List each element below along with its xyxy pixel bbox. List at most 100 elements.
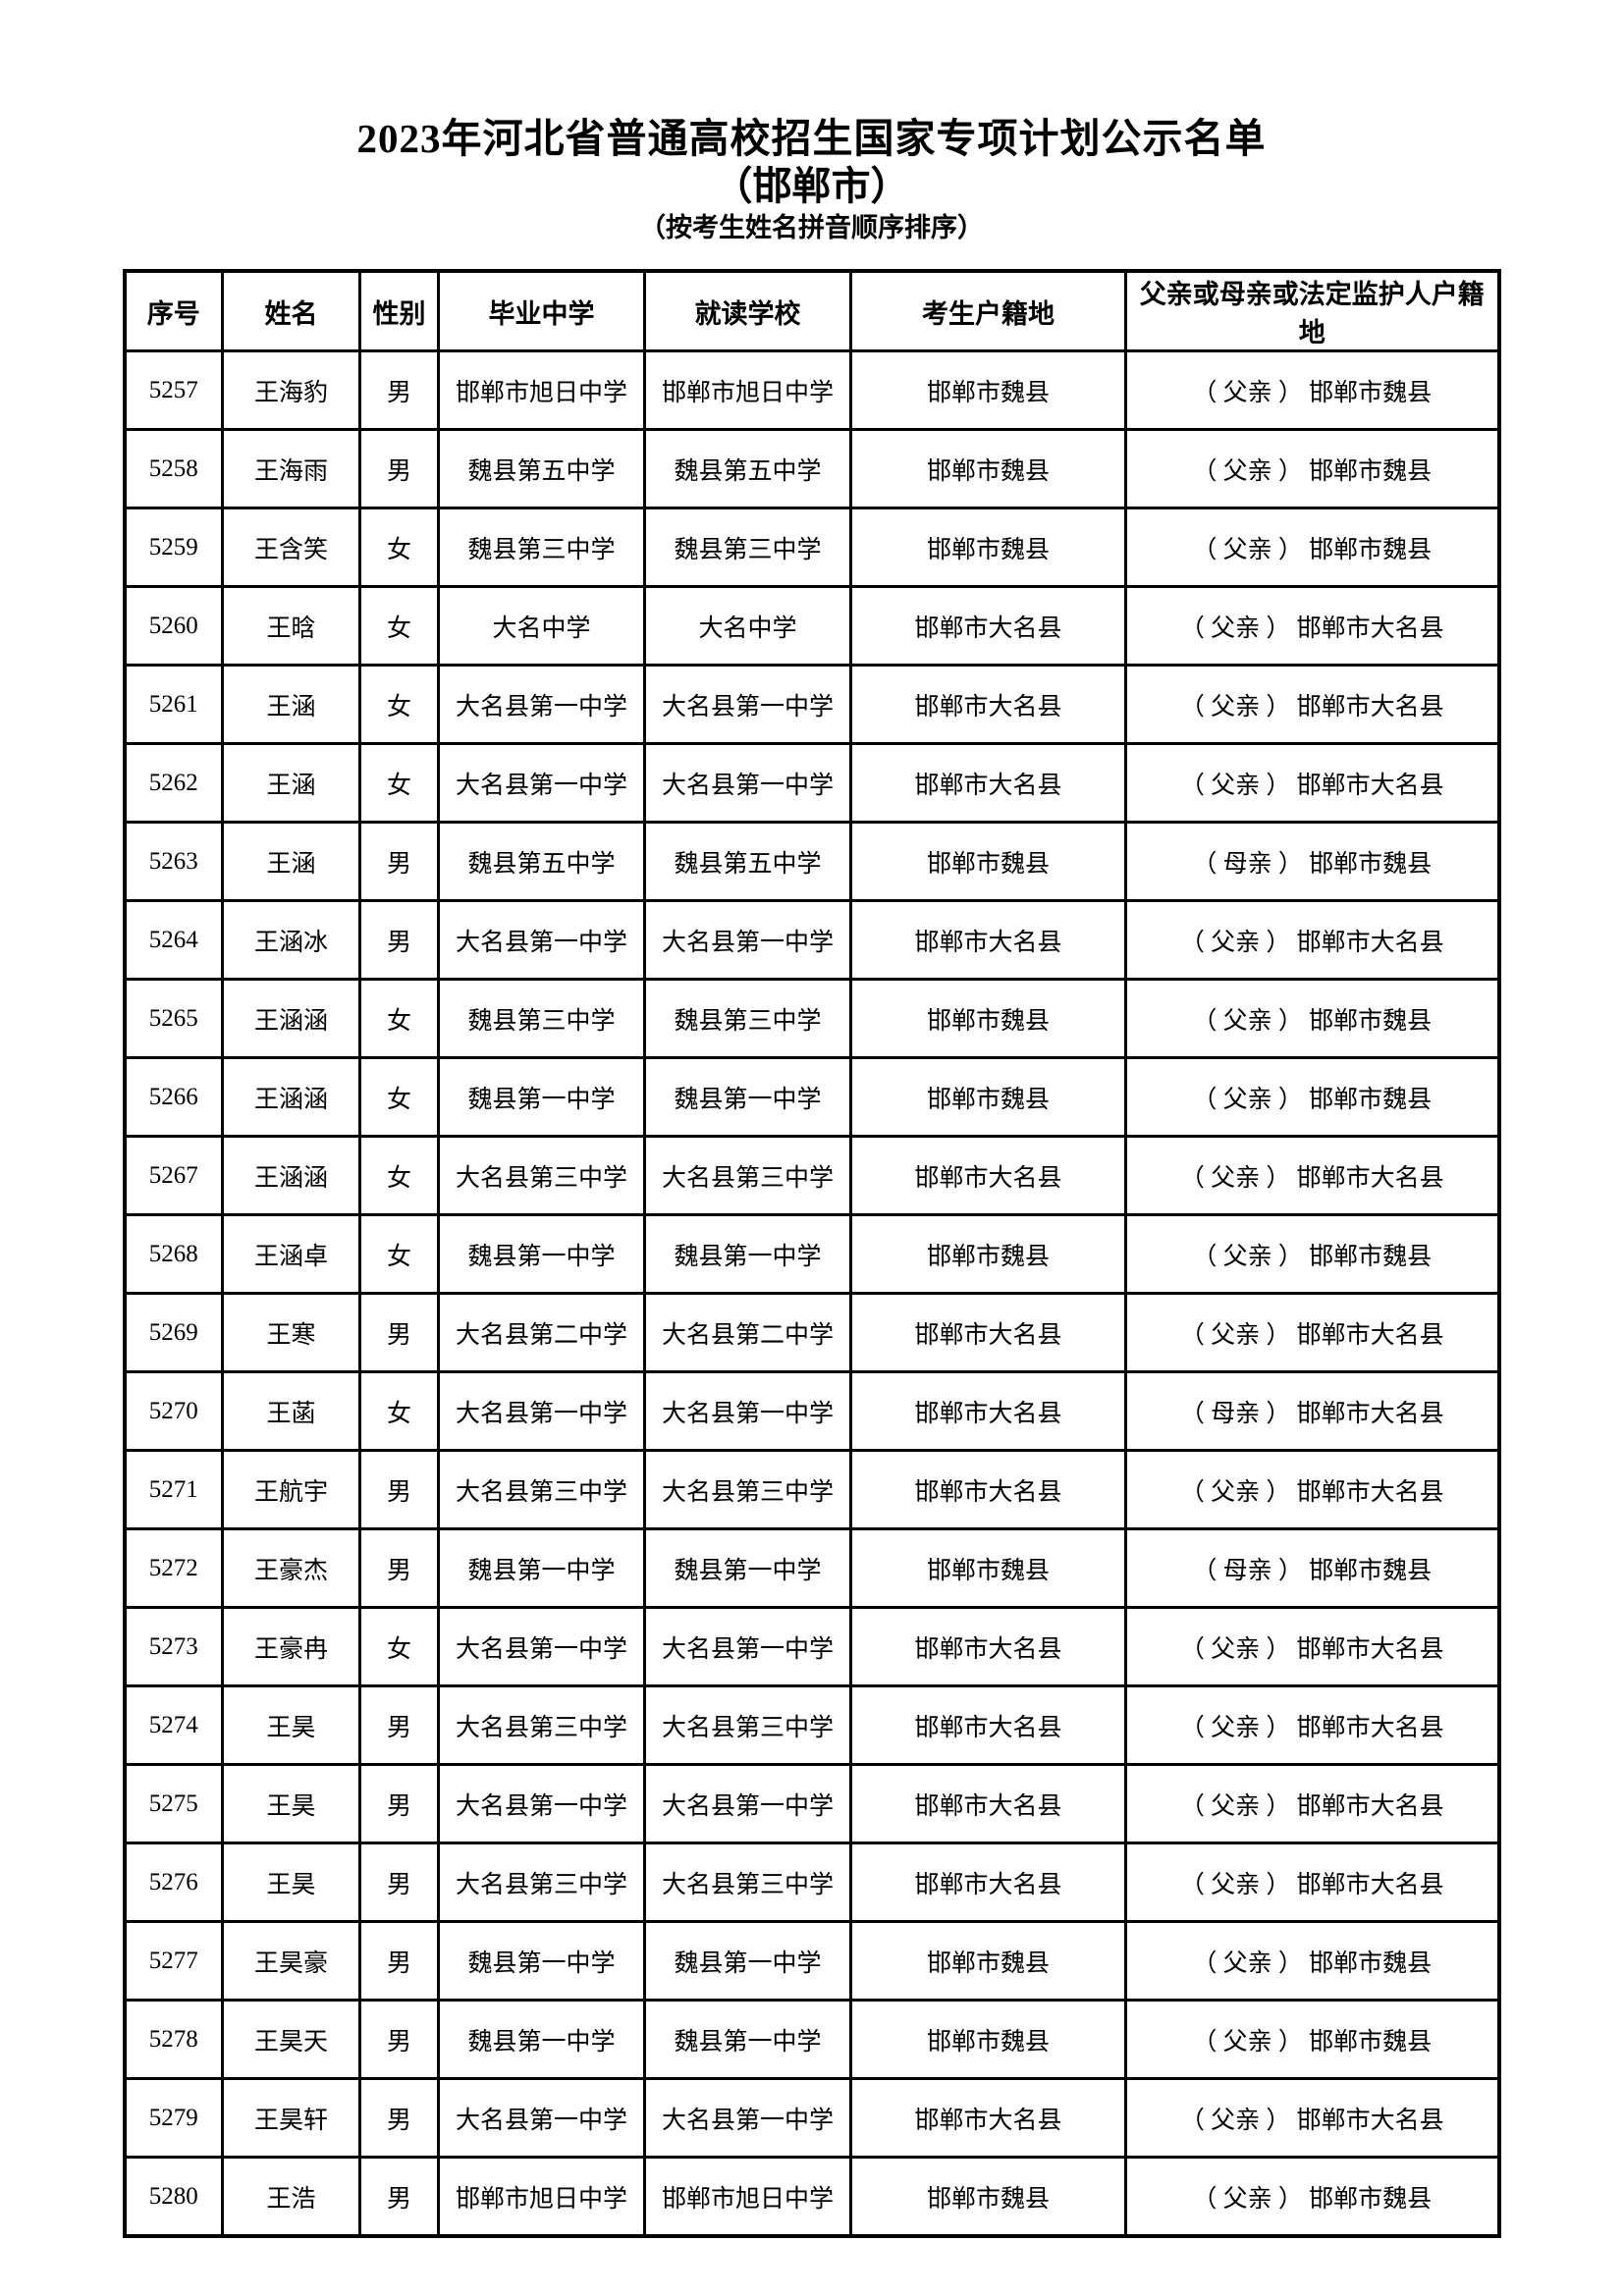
cell-seq: 5261 <box>123 664 224 746</box>
cell-guardian-residence: （ 父亲 ） 邯郸市魏县 <box>1124 1920 1500 2002</box>
cell-seq: 5276 <box>123 1842 224 1924</box>
cell-guardian-residence: （ 父亲 ） 邯郸市大名县 <box>1124 742 1500 825</box>
cell-candidate-residence: 邯郸市大名县 <box>849 664 1127 746</box>
cell-graduate-school: 大名县第一中学 <box>437 1370 646 1453</box>
cell-seq: 5268 <box>123 1213 224 1296</box>
cell-gender: 女 <box>358 1213 440 1296</box>
cell-guardian-residence: （ 父亲 ） 邯郸市大名县 <box>1124 1842 1500 1924</box>
cell-name: 王涵冰 <box>221 899 361 982</box>
cell-graduate-school: 魏县第五中学 <box>437 428 646 510</box>
title-block: 2023年河北省普通高校招生国家专项计划公示名单 （邯郸市） （按考生姓名拼音顺… <box>0 0 1623 243</box>
cell-seq: 5272 <box>123 1527 224 1610</box>
cell-seq: 5277 <box>123 1920 224 2002</box>
cell-graduate-school: 大名中学 <box>437 585 646 667</box>
cell-candidate-residence: 邯郸市大名县 <box>849 1370 1127 1453</box>
cell-name: 王涵 <box>221 821 361 903</box>
cell-candidate-residence: 邯郸市大名县 <box>849 742 1127 825</box>
cell-seq: 5274 <box>123 1684 224 1767</box>
cell-candidate-residence: 邯郸市魏县 <box>849 2156 1127 2238</box>
cell-attend-school: 魏县第一中学 <box>643 1527 852 1610</box>
cell-graduate-school: 大名县第三中学 <box>437 1684 646 1767</box>
cell-seq: 5267 <box>123 1135 224 1217</box>
cell-attend-school: 邯郸市旭日中学 <box>643 2156 852 2238</box>
cell-name: 王涵涵 <box>221 1056 361 1139</box>
cell-candidate-residence: 邯郸市大名县 <box>849 1135 1127 1217</box>
cell-candidate-residence: 邯郸市魏县 <box>849 1999 1127 2081</box>
cell-attend-school: 邯郸市旭日中学 <box>643 349 852 432</box>
cell-graduate-school: 魏县第一中学 <box>437 1527 646 1610</box>
cell-guardian-residence: （ 父亲 ） 邯郸市魏县 <box>1124 2156 1500 2238</box>
cell-name: 王涵卓 <box>221 1213 361 1296</box>
cell-guardian-residence: （ 父亲 ） 邯郸市大名县 <box>1124 1449 1500 1531</box>
cell-name: 王昊天 <box>221 1999 361 2081</box>
cell-name: 王昊豪 <box>221 1920 361 2002</box>
cell-seq: 5259 <box>123 507 224 589</box>
table-row: 5259 王含笑 女 魏县第三中学 魏县第三中学 邯郸市魏县 （ 父亲 ） 邯郸… <box>123 507 1500 589</box>
cell-name: 王海雨 <box>221 428 361 510</box>
table-header-row: 序号 姓名 性别 毕业中学 就读学校 考生户籍地 父亲或母亲或法定监护人户籍地 <box>123 269 1500 353</box>
table-row: 5262 王涵 女 大名县第一中学 大名县第一中学 邯郸市大名县 （ 父亲 ） … <box>123 742 1500 825</box>
cell-seq: 5260 <box>123 585 224 667</box>
table-row: 5264 王涵冰 男 大名县第一中学 大名县第一中学 邯郸市大名县 （ 父亲 ）… <box>123 899 1500 982</box>
cell-graduate-school: 大名县第一中学 <box>437 742 646 825</box>
table-row: 5263 王涵 男 魏县第五中学 魏县第五中学 邯郸市魏县 （ 母亲 ） 邯郸市… <box>123 821 1500 903</box>
table-body: 5257 王海豹 男 邯郸市旭日中学 邯郸市旭日中学 邯郸市魏县 （ 父亲 ） … <box>123 349 1500 2238</box>
cell-seq: 5269 <box>123 1292 224 1374</box>
cell-guardian-residence: （ 父亲 ） 邯郸市大名县 <box>1124 1684 1500 1767</box>
cell-attend-school: 大名县第一中学 <box>643 1763 852 1845</box>
cell-candidate-residence: 邯郸市大名县 <box>849 1292 1127 1374</box>
cell-guardian-residence: （ 父亲 ） 邯郸市魏县 <box>1124 1999 1500 2081</box>
cell-attend-school: 大名县第一中学 <box>643 1606 852 1688</box>
col-header-name: 姓名 <box>221 269 361 353</box>
cell-guardian-residence: （ 母亲 ） 邯郸市魏县 <box>1124 821 1500 903</box>
cell-name: 王寒 <box>221 1292 361 1374</box>
cell-gender: 男 <box>358 2156 440 2238</box>
cell-gender: 男 <box>358 821 440 903</box>
cell-name: 王菡 <box>221 1370 361 1453</box>
cell-graduate-school: 大名县第三中学 <box>437 1842 646 1924</box>
cell-graduate-school: 魏县第一中学 <box>437 1999 646 2081</box>
cell-candidate-residence: 邯郸市魏县 <box>849 1920 1127 2002</box>
cell-guardian-residence: （ 父亲 ） 邯郸市魏县 <box>1124 428 1500 510</box>
cell-attend-school: 大名县第三中学 <box>643 1449 852 1531</box>
cell-attend-school: 魏县第三中学 <box>643 507 852 589</box>
cell-name: 王豪冉 <box>221 1606 361 1688</box>
cell-name: 王晗 <box>221 585 361 667</box>
sort-order-note: （按考生姓名拼音顺序排序） <box>639 213 984 243</box>
cell-graduate-school: 大名县第一中学 <box>437 1606 646 1688</box>
cell-candidate-residence: 邯郸市魏县 <box>849 1527 1127 1610</box>
table-row: 5271 王航宇 男 大名县第三中学 大名县第三中学 邯郸市大名县 （ 父亲 ）… <box>123 1449 1500 1531</box>
cell-attend-school: 魏县第一中学 <box>643 1056 852 1139</box>
cell-name: 王昊 <box>221 1842 361 1924</box>
cell-graduate-school: 大名县第一中学 <box>437 664 646 746</box>
cell-candidate-residence: 邯郸市魏县 <box>849 349 1127 432</box>
cell-guardian-residence: （ 父亲 ） 邯郸市大名县 <box>1124 585 1500 667</box>
cell-guardian-residence: （ 父亲 ） 邯郸市大名县 <box>1124 1135 1500 1217</box>
table-row: 5269 王寒 男 大名县第二中学 大名县第二中学 邯郸市大名县 （ 父亲 ） … <box>123 1292 1500 1374</box>
table-row: 5272 王豪杰 男 魏县第一中学 魏县第一中学 邯郸市魏县 （ 母亲 ） 邯郸… <box>123 1527 1500 1610</box>
cell-gender: 男 <box>358 1292 440 1374</box>
cell-gender: 男 <box>358 1842 440 1924</box>
cell-guardian-residence: （ 母亲 ） 邯郸市魏县 <box>1124 1527 1500 1610</box>
col-header-seq: 序号 <box>123 269 224 353</box>
cell-seq: 5265 <box>123 978 224 1060</box>
roster-table: 序号 姓名 性别 毕业中学 就读学校 考生户籍地 父亲或母亲或法定监护人户籍地 … <box>122 269 1501 2239</box>
cell-attend-school: 大名县第二中学 <box>643 1292 852 1374</box>
table-row: 5280 王浩 男 邯郸市旭日中学 邯郸市旭日中学 邯郸市魏县 （ 父亲 ） 邯… <box>123 2156 1500 2238</box>
cell-guardian-residence: （ 父亲 ） 邯郸市大名县 <box>1124 1763 1500 1845</box>
cell-attend-school: 大名县第一中学 <box>643 664 852 746</box>
cell-candidate-residence: 邯郸市大名县 <box>849 899 1127 982</box>
cell-seq: 5258 <box>123 428 224 510</box>
cell-seq: 5270 <box>123 1370 224 1453</box>
cell-attend-school: 魏县第三中学 <box>643 978 852 1060</box>
cell-gender: 男 <box>358 1527 440 1610</box>
col-header-guardian-residence: 父亲或母亲或法定监护人户籍地 <box>1124 269 1500 353</box>
cell-guardian-residence: （ 父亲 ） 邯郸市魏县 <box>1124 978 1500 1060</box>
cell-gender: 女 <box>358 585 440 667</box>
cell-seq: 5278 <box>123 1999 224 2081</box>
cell-attend-school: 魏县第五中学 <box>643 821 852 903</box>
cell-attend-school: 大名县第一中学 <box>643 2077 852 2160</box>
cell-guardian-residence: （ 父亲 ） 邯郸市魏县 <box>1124 1213 1500 1296</box>
table-row: 5257 王海豹 男 邯郸市旭日中学 邯郸市旭日中学 邯郸市魏县 （ 父亲 ） … <box>123 349 1500 432</box>
